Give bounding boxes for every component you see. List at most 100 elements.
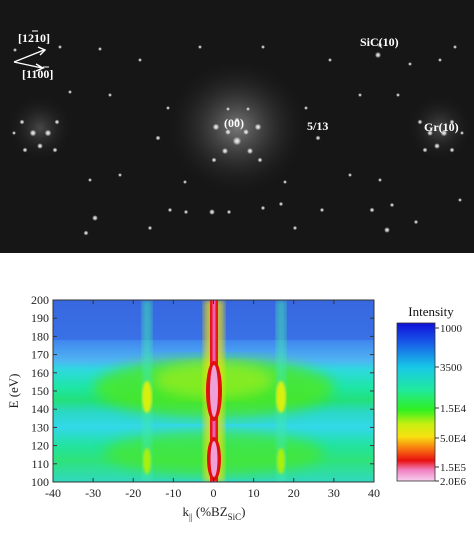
diffraction-spot: [378, 178, 382, 182]
y-tick-label: 170: [31, 348, 49, 362]
diffraction-spot: [304, 106, 308, 110]
diffraction-spot: [83, 230, 89, 236]
diffraction-spot: [319, 207, 325, 213]
diffraction-spot: [12, 131, 16, 135]
diffraction-spot: [389, 202, 395, 208]
diffraction-spot: [212, 123, 220, 131]
y-tick-label: 150: [31, 384, 49, 398]
diffraction-spot: [438, 58, 442, 62]
diffraction-spot: [261, 45, 265, 49]
central-halo: [162, 55, 312, 199]
diffraction-spot: [283, 180, 287, 184]
diffraction-spot: [413, 219, 419, 225]
diffraction-spot: [92, 215, 98, 221]
x-axis: -40 -30 -20 -10 0 10 20 30 40: [45, 300, 380, 500]
colorbar-ticks: 1000 3500 1.5E4 5.0E4 1.5E5 2.0E6: [435, 323, 466, 488]
x-tick-label: -40: [45, 486, 61, 500]
diffraction-spot: [211, 157, 217, 163]
diffraction-spot: [58, 45, 62, 49]
diffraction-spot: [434, 143, 440, 149]
colorbar-tick-label: 5.0E4: [440, 433, 466, 445]
colorbar-tick-label: 1.5E4: [440, 403, 466, 415]
diffraction-spot: [226, 209, 232, 215]
diffraction-spots: [12, 42, 464, 236]
x-tick-label: 10: [248, 486, 260, 500]
diffraction-spot: [348, 173, 352, 177]
label-sic10: SiC(10): [360, 35, 399, 49]
direction-label-1100: [1100]: [22, 67, 53, 81]
diffraction-spot: [13, 48, 17, 52]
y-tick-label: 140: [31, 402, 49, 416]
diffraction-spot: [315, 135, 321, 141]
diffraction-spot: [54, 119, 60, 125]
colorbar-title: Intensity: [408, 304, 454, 319]
diffraction-spot: [147, 225, 153, 231]
label-gr10: Gr(10): [424, 120, 459, 134]
diffraction-spot: [108, 93, 112, 97]
diffraction-spot: [98, 47, 102, 51]
colorbar-gradient: [396, 322, 436, 482]
diffraction-spot: [246, 107, 250, 111]
diffraction-spot: [243, 129, 249, 135]
diffraction-spot: [422, 147, 428, 153]
x-tick-label: 40: [368, 486, 380, 500]
diffraction-spot: [257, 157, 263, 163]
y-tick-label: 200: [31, 293, 49, 307]
diffraction-spot: [138, 58, 142, 62]
diffraction-spot: [198, 45, 202, 49]
x-tick-label: 0: [211, 486, 217, 500]
diffraction-spot: [369, 207, 375, 213]
diffraction-spot: [328, 58, 332, 62]
y-tick-label: 110: [31, 457, 49, 471]
diffraction-spot: [232, 136, 242, 146]
colorbar: Intensity 1000 3500 1.5E4 5.0E4 1.5E5 2.0E6: [396, 304, 466, 488]
diffraction-spot: [167, 207, 173, 213]
colorbar-tick-label: 3500: [440, 362, 463, 374]
diffraction-spot: [166, 106, 170, 110]
diffraction-spot: [22, 147, 28, 153]
diffraction-spot: [449, 119, 455, 125]
x-tick-label: 20: [288, 486, 300, 500]
y-tick-label: 190: [31, 311, 49, 325]
y-tick-label: 120: [31, 439, 49, 453]
diffraction-spot: [358, 93, 362, 97]
diffraction-spot: [374, 51, 382, 59]
x-tick-label: -20: [125, 486, 141, 500]
diffraction-spot: [278, 201, 284, 207]
y-tick-label: 180: [31, 329, 49, 343]
diffraction-spot: [68, 90, 72, 94]
diffraction-spot: [458, 198, 462, 202]
diffraction-spot: [234, 117, 240, 123]
diffraction-spot: [453, 45, 457, 49]
heatmap-image: [53, 300, 374, 482]
diffraction-spot: [417, 119, 423, 125]
diffraction-spot: [118, 173, 122, 177]
diffraction-spot: [225, 129, 231, 135]
diffraction-spot: [226, 107, 230, 111]
diffraction-spot: [29, 129, 37, 137]
diffraction-spot: [183, 209, 189, 215]
diffraction-spot: [19, 119, 25, 125]
diffraction-spot: [246, 147, 254, 155]
diffraction-spot: [183, 180, 187, 184]
direction-label-1210: [1210]: [18, 31, 50, 45]
y-tick-label: 160: [31, 366, 49, 380]
label-00: (00): [224, 116, 244, 130]
x-tick-label: -30: [85, 486, 101, 500]
x-axis-title: k|| (%BZSiC): [183, 504, 246, 522]
y-tick-label: 100: [31, 475, 49, 489]
diffraction-spot: [427, 130, 433, 136]
diffraction-spot: [384, 227, 390, 233]
x-tick-label: 30: [328, 486, 340, 500]
diffraction-spot: [209, 209, 215, 215]
diffraction-spot: [254, 123, 262, 131]
diffraction-spot: [44, 129, 52, 137]
label-5-13: 5/13: [307, 119, 328, 133]
y-axis-title: E (eV): [6, 373, 21, 408]
colorbar-tick-label: 1.5E5: [440, 462, 466, 474]
colorbar-tick-label: 2.0E6: [440, 476, 466, 488]
leed-pattern: [1210] [1100] SiC(10) (00) 5/13 Gr(10): [0, 0, 474, 253]
diffraction-spot: [408, 62, 412, 66]
